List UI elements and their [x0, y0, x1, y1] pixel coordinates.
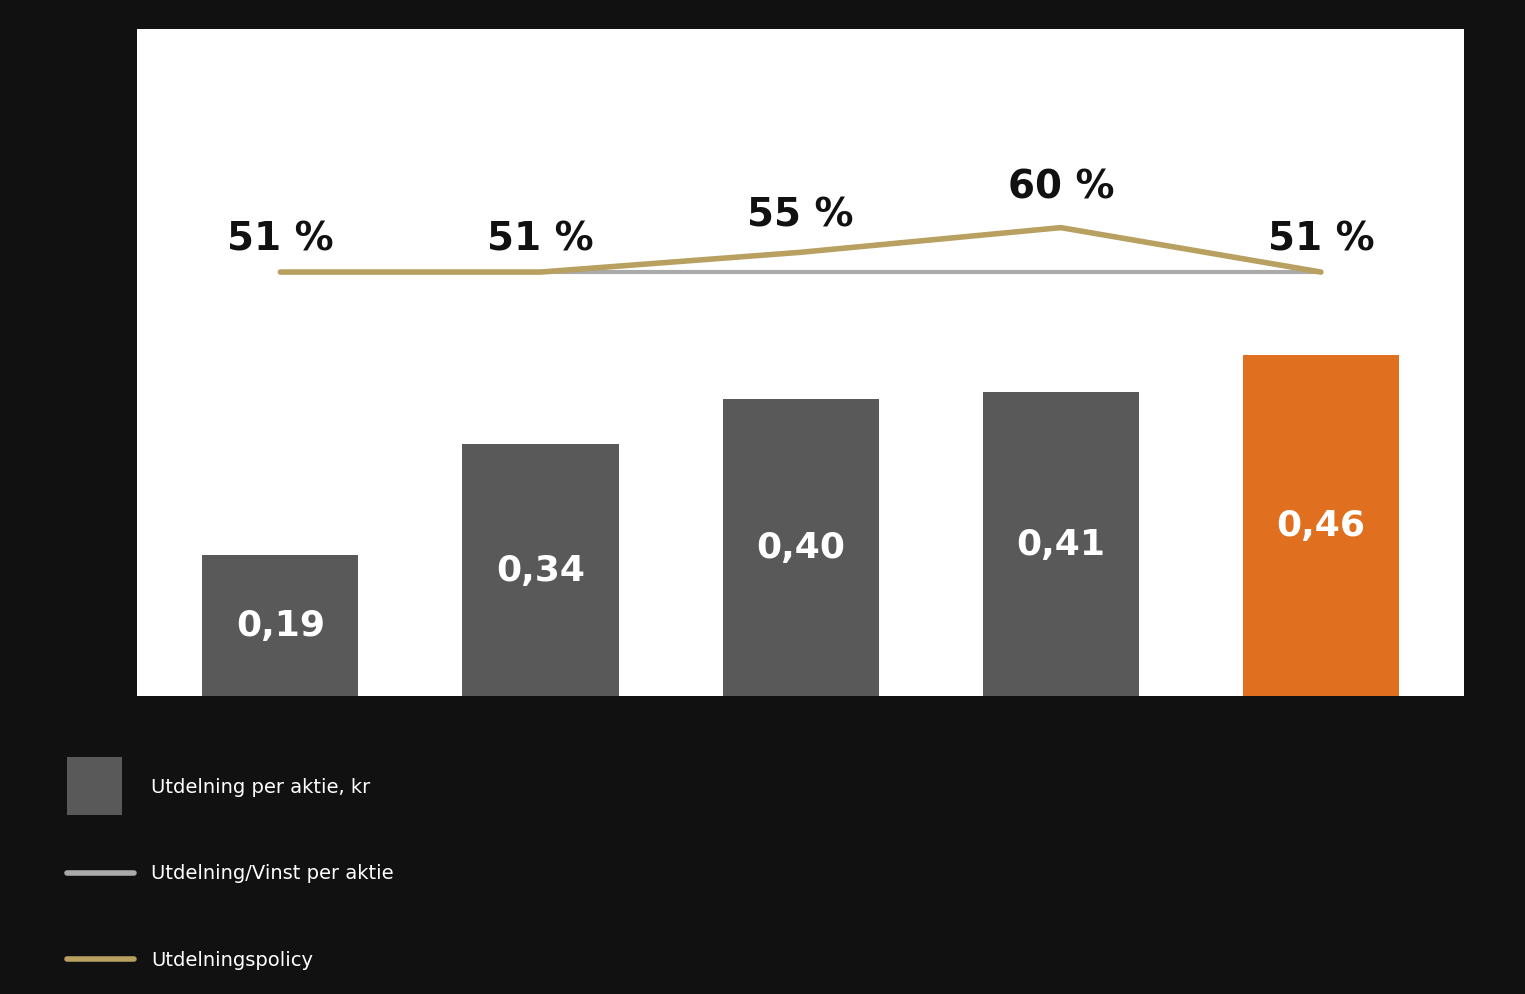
Text: 0,46: 0,46 [1276, 509, 1365, 543]
Text: 51 %: 51 % [486, 220, 593, 258]
Text: 55 %: 55 % [747, 197, 854, 235]
Text: 0,34: 0,34 [496, 553, 586, 587]
Text: 51 %: 51 % [1267, 220, 1374, 258]
Text: Utdelning per aktie, kr: Utdelning per aktie, kr [151, 777, 371, 796]
Text: Utdelningspolicy: Utdelningspolicy [151, 950, 313, 969]
Text: 0,41: 0,41 [1016, 527, 1106, 561]
Bar [982, 393, 1139, 696]
Text: Utdelning/Vinst per aktie: Utdelning/Vinst per aktie [151, 864, 393, 883]
Text: 51 %: 51 % [227, 220, 334, 258]
Bar [203, 556, 358, 696]
Bar [1243, 356, 1398, 696]
Bar [723, 400, 878, 696]
Text: 0,40: 0,40 [756, 531, 845, 565]
Text: 0,19: 0,19 [236, 608, 325, 642]
Bar [462, 444, 619, 696]
Bar [67, 757, 122, 815]
Text: 60 %: 60 % [1008, 168, 1115, 206]
